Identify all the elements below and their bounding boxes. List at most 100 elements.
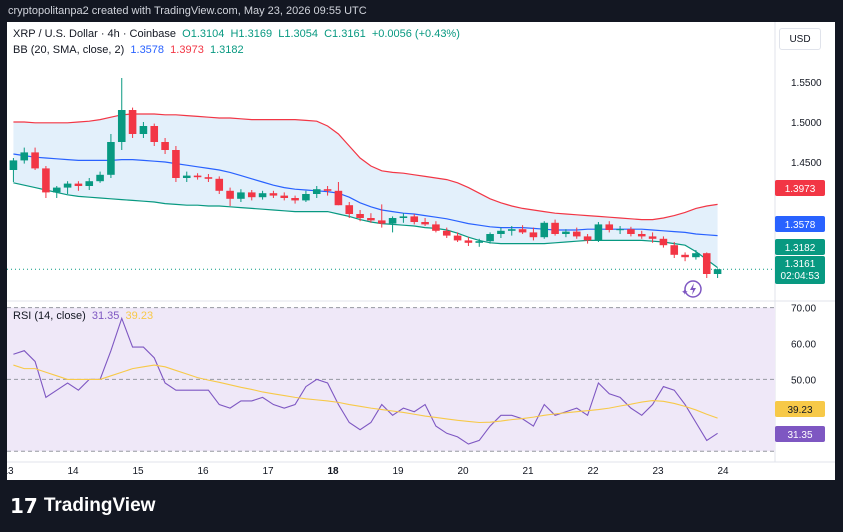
svg-text:✦: ✦ — [681, 287, 689, 297]
candle-body — [637, 234, 646, 237]
candle-body — [20, 152, 29, 161]
rsi-ma-legend-value: 39.23 — [125, 310, 154, 322]
candle-body — [562, 231, 570, 234]
candle-body — [453, 235, 462, 241]
rsi-legend: RSI (14, close) 31.35 39.23 — [13, 310, 153, 322]
time-tick-label: 19 — [392, 466, 404, 477]
flash-icon[interactable]: ✦ — [681, 280, 702, 298]
basis-price-label: 1.3578 — [785, 220, 816, 231]
tradingview-brand: TradingView — [43, 495, 156, 516]
lower-band-price-label-bg — [775, 239, 825, 255]
candle-body — [237, 192, 245, 199]
time-tick-label: 22 — [587, 466, 599, 477]
candle-body — [399, 216, 408, 218]
bb-indicator-label[interactable]: BB (20, SMA, close, 2) — [13, 44, 125, 56]
candle-body — [96, 174, 104, 182]
candle-body — [258, 193, 267, 198]
candle-body — [713, 269, 722, 274]
ohlc-low: L1.3054 — [278, 28, 318, 40]
chart-canvas[interactable]: 1.5500 1.5000 1.4500 70.00 60.00 50.00 13 14 15 1… — [2, 22, 835, 480]
candle-body — [302, 194, 310, 201]
candle-body — [107, 142, 115, 175]
candlesticks — [9, 78, 722, 278]
rsi-tick-label: 60.00 — [791, 340, 816, 351]
time-tick-label: 18 — [327, 466, 339, 477]
candle-body — [497, 230, 505, 234]
rsi-pane — [7, 307, 775, 452]
time-tick-label: 16 — [197, 466, 209, 477]
candle-body — [648, 236, 657, 239]
price-tick-label: 1.5500 — [791, 78, 822, 89]
candle-body — [269, 193, 278, 196]
candle-body — [356, 214, 364, 218]
rsi-ma-line — [13, 364, 718, 424]
chart-creator-credit: cryptopolitanpa2 created with TradingVie… — [8, 5, 367, 17]
candle-body — [692, 253, 700, 258]
candle-body — [182, 175, 191, 178]
lower-band-price-label: 1.3182 — [785, 243, 816, 254]
time-tick-label: 14 — [67, 466, 79, 477]
bb-legend: BB (20, SMA, close, 2) 1.3578 1.3973 1.3… — [13, 44, 244, 56]
currency-button[interactable]: USD — [779, 28, 821, 50]
basis-price-label-bg — [775, 216, 825, 232]
candle-body — [388, 218, 397, 224]
ohlc-close: C1.3161 — [324, 28, 366, 40]
time-tick-label: 20 — [457, 466, 469, 477]
candle-body — [486, 234, 494, 242]
candle-body — [442, 230, 451, 236]
candle-body — [193, 175, 202, 178]
symbol-label[interactable]: XRP / U.S. Dollar · 4h · Coinbase — [13, 28, 177, 40]
candle-body — [583, 236, 592, 241]
tradingview-logo-mark: 17 — [10, 494, 38, 518]
candle-body — [432, 224, 440, 231]
candle-body — [63, 183, 72, 188]
time-tick-label: 13 — [7, 466, 14, 477]
candle-body — [85, 181, 94, 186]
candle-body — [507, 229, 516, 231]
candle-body — [247, 192, 256, 198]
bb-basis-value: 1.3578 — [130, 44, 165, 56]
candle-body — [226, 190, 234, 199]
rsi-tick-label: 70.00 — [791, 304, 816, 315]
chart-panel[interactable]: 1.5500 1.5000 1.4500 70.00 60.00 50.00 13 14 15 1… — [2, 22, 835, 480]
price-tick-label: 1.5000 — [791, 118, 822, 129]
time-tick-label: 24 — [717, 466, 729, 477]
candle-body — [421, 222, 429, 225]
price-tick-label: 1.4500 — [791, 158, 822, 169]
rsi-line — [13, 316, 718, 445]
time-tick-label: 21 — [522, 466, 534, 477]
candle-body — [702, 253, 711, 274]
candle-body — [128, 110, 137, 134]
candle-body — [312, 189, 321, 194]
candle-body — [529, 232, 538, 238]
rsi-indicator-label[interactable]: RSI (14, close) — [13, 310, 86, 322]
candle-body — [280, 195, 289, 198]
rsi-ma-value-label-bg — [775, 401, 825, 417]
candle-body — [410, 216, 419, 222]
candle-body — [150, 126, 159, 142]
last-price-label: 1.3161 — [785, 259, 816, 270]
last-price-label-bg — [775, 256, 825, 284]
rsi-ma-value-label: 39.23 — [787, 405, 812, 416]
candle-body — [540, 222, 549, 238]
candle-body — [670, 245, 679, 255]
tradingview-logo[interactable]: 17 TradingView — [10, 494, 155, 518]
candle-body — [518, 229, 527, 233]
rsi-legend-value: 31.35 — [91, 310, 120, 322]
time-tick-label: 23 — [652, 466, 664, 477]
ohlc-high: H1.3169 — [230, 28, 273, 40]
candle-body — [9, 160, 18, 170]
rsi-value-label-bg — [775, 426, 825, 442]
candle-body — [659, 238, 668, 246]
candle-body — [464, 240, 473, 243]
candle-body — [117, 110, 126, 142]
candle-body — [572, 231, 581, 237]
candle-body — [204, 177, 213, 179]
axes: 1.5500 1.5000 1.4500 70.00 60.00 50.00 13 14 15 1… — [2, 78, 822, 477]
upper-band-price-label: 1.3973 — [785, 184, 816, 195]
candle-body — [215, 178, 224, 191]
time-tick-label: 17 — [262, 466, 274, 477]
candle-body — [334, 190, 343, 206]
candle-body — [172, 150, 180, 178]
